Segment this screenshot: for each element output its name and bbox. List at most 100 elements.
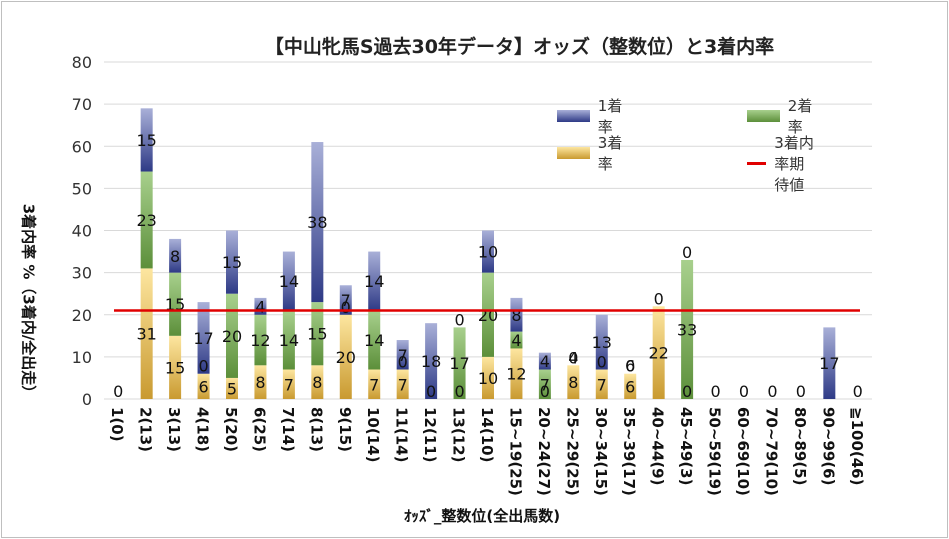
bar-segment bbox=[510, 331, 523, 349]
y-tick-label: 70 bbox=[72, 95, 92, 114]
data-label: 0 bbox=[682, 243, 692, 262]
bar-segment bbox=[368, 369, 381, 399]
data-label: 38 bbox=[307, 213, 327, 232]
data-label: 6 bbox=[625, 377, 635, 396]
bar-segment bbox=[339, 285, 352, 315]
x-tick-label: 6(25) bbox=[250, 407, 268, 452]
data-label: 14 bbox=[364, 331, 384, 350]
x-tick-label: 5(20) bbox=[222, 407, 240, 452]
data-label: 6 bbox=[198, 377, 208, 396]
data-label: 4 bbox=[540, 352, 550, 371]
bar-segment bbox=[254, 314, 267, 366]
x-tick-label: 40~44(9) bbox=[649, 407, 667, 485]
data-label: 15 bbox=[222, 253, 242, 272]
bar-segment bbox=[254, 365, 267, 399]
x-tick-label: 80~89(5) bbox=[791, 407, 809, 485]
x-tick-label: 45~49(3) bbox=[677, 407, 695, 485]
x-tick-label: 90~99(6) bbox=[819, 407, 837, 485]
data-label: 15 bbox=[307, 325, 327, 344]
data-label: 4 bbox=[511, 331, 521, 350]
data-label: 8 bbox=[255, 373, 265, 392]
x-tick-label: 1(0) bbox=[108, 407, 126, 442]
data-label: 15 bbox=[165, 358, 185, 377]
bar-segment bbox=[311, 365, 324, 399]
bar-segment bbox=[140, 268, 153, 399]
data-label: 0 bbox=[454, 310, 464, 329]
data-label: 10 bbox=[478, 243, 498, 262]
x-tick-label: ≧100(46) bbox=[848, 407, 866, 485]
bar-segment bbox=[510, 348, 523, 399]
bar-segment bbox=[595, 314, 608, 370]
data-label: 0 bbox=[454, 382, 464, 401]
data-label: 0 bbox=[426, 382, 436, 401]
data-label: 33 bbox=[677, 320, 697, 339]
legend-item-2nd: 2着率 bbox=[747, 95, 816, 137]
y-tick-label: 30 bbox=[72, 264, 92, 283]
legend-label-3rd: 3着率 bbox=[597, 134, 623, 173]
x-tick-label: 35~39(17) bbox=[620, 407, 638, 496]
bar-segment bbox=[681, 259, 694, 399]
data-label: 17 bbox=[449, 354, 469, 373]
bar-segment bbox=[197, 302, 210, 374]
data-label: 7 bbox=[398, 375, 408, 394]
data-label: 0 bbox=[710, 382, 720, 401]
data-label: 0 bbox=[654, 289, 664, 308]
data-label: 0 bbox=[597, 353, 607, 372]
data-label: 7 bbox=[341, 291, 351, 310]
bar-segment bbox=[282, 310, 295, 370]
x-tick-label: 10(14) bbox=[364, 407, 382, 462]
data-label: 8 bbox=[170, 247, 180, 266]
data-label: 0 bbox=[796, 382, 806, 401]
bar-segment bbox=[823, 327, 836, 399]
bar-segment bbox=[453, 327, 466, 399]
bar-segment bbox=[140, 108, 153, 172]
data-label: 0 bbox=[113, 382, 123, 401]
x-tick-label: 30~34(15) bbox=[592, 407, 610, 496]
x-tick-label: 13(12) bbox=[450, 407, 468, 462]
data-label: 0 bbox=[853, 382, 863, 401]
data-label: 7 bbox=[540, 375, 550, 394]
bar-segment bbox=[226, 230, 238, 294]
bar-segment bbox=[425, 323, 438, 399]
bar-segment bbox=[510, 297, 523, 332]
data-label: 18 bbox=[421, 352, 441, 371]
x-tick-label: 50~59(19) bbox=[706, 407, 724, 496]
bar-segment bbox=[482, 272, 494, 357]
data-label: 0 bbox=[398, 353, 408, 372]
bar-segment bbox=[226, 377, 238, 399]
x-tick-label: 12(11) bbox=[421, 407, 439, 462]
data-label: 0 bbox=[198, 357, 208, 376]
bar-segment bbox=[538, 352, 551, 370]
data-label: 0 bbox=[568, 348, 578, 367]
data-label: 17 bbox=[819, 354, 839, 373]
bar-segment bbox=[169, 238, 182, 273]
bar-segment bbox=[482, 356, 494, 399]
data-label: 31 bbox=[136, 325, 156, 344]
x-tick-label: 70~79(10) bbox=[762, 407, 780, 496]
y-tick-label: 10 bbox=[72, 348, 92, 367]
data-label: 14 bbox=[364, 272, 384, 291]
bar-segment bbox=[339, 314, 352, 399]
bar-segment bbox=[311, 142, 324, 303]
bar-segment bbox=[282, 251, 295, 311]
data-label: 7 bbox=[284, 375, 294, 394]
data-label: 0 bbox=[739, 382, 749, 401]
legend-swatch-2nd bbox=[747, 110, 780, 122]
data-label: 8 bbox=[312, 373, 322, 392]
data-label: 20 bbox=[336, 348, 356, 367]
bar-segment bbox=[652, 306, 665, 399]
bar-segment bbox=[169, 272, 182, 336]
bar-segment bbox=[368, 310, 381, 370]
y-tick-label: 20 bbox=[72, 306, 92, 325]
legend-item-expected: 3着内率期待値 bbox=[747, 132, 816, 195]
x-tick-label: 11(14) bbox=[393, 407, 411, 462]
bar-segment bbox=[368, 251, 381, 311]
y-tick-label: 60 bbox=[72, 137, 92, 156]
bar-segment bbox=[140, 171, 153, 269]
data-label: 23 bbox=[136, 211, 156, 230]
x-tick-label: 14(10) bbox=[478, 407, 496, 462]
bar-segment bbox=[624, 373, 637, 399]
data-label: 0 bbox=[767, 382, 777, 401]
data-label: 20 bbox=[222, 327, 242, 346]
